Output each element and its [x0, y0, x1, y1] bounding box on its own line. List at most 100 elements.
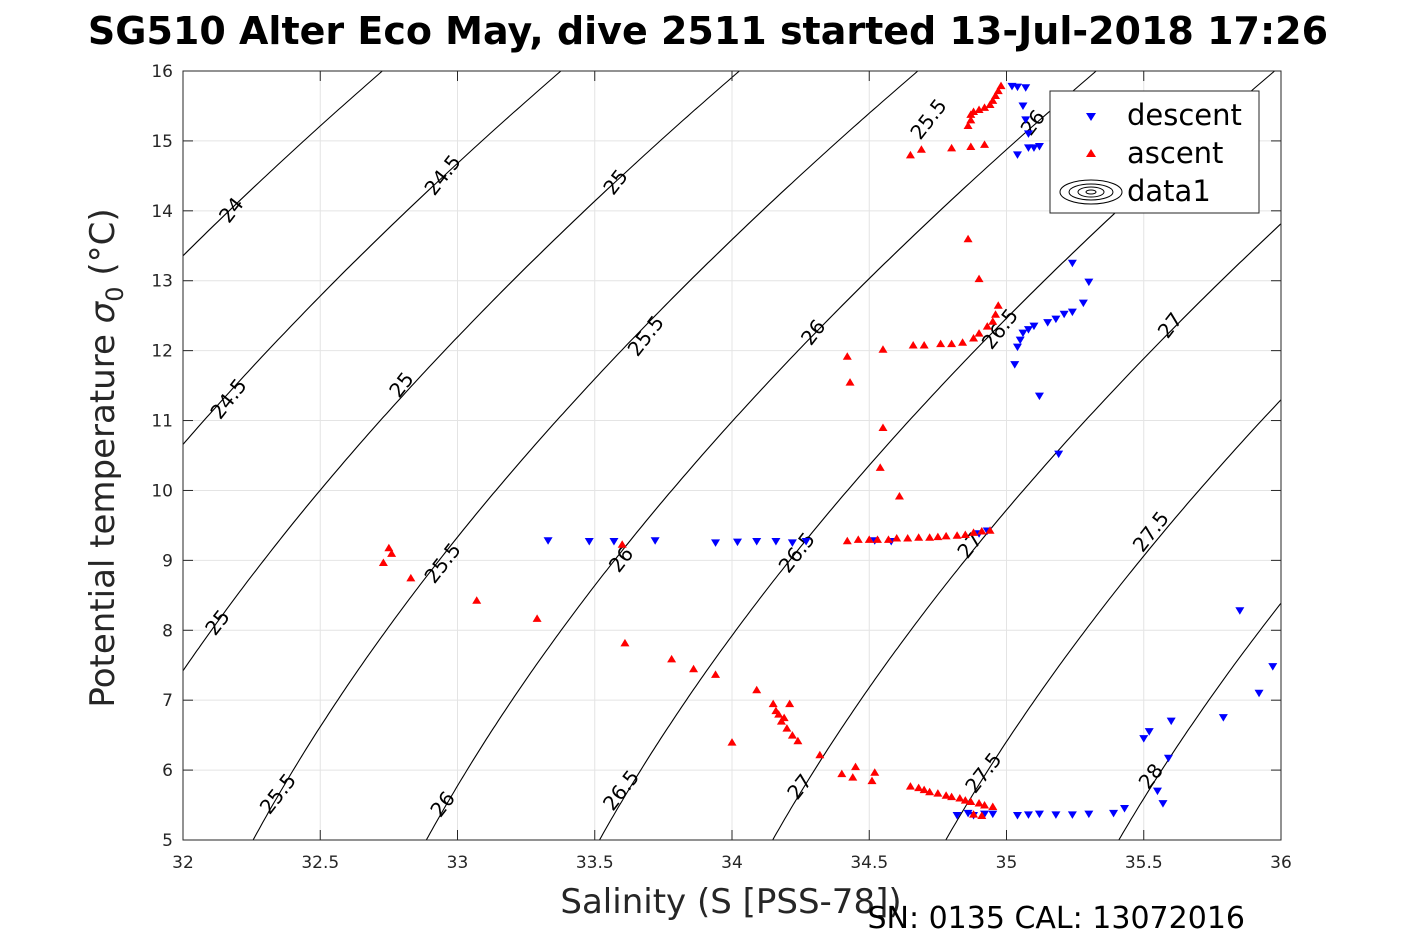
- descent-point: [1166, 717, 1176, 726]
- descent-point: [543, 537, 553, 545]
- ascent-point: [993, 301, 1003, 309]
- ascent-point: [785, 699, 795, 708]
- ascent-point: [793, 736, 803, 745]
- x-tick-label: 34.5: [850, 853, 888, 873]
- contour-label: 24.5: [205, 374, 251, 424]
- ascent-point: [925, 787, 935, 796]
- descent-point: [1084, 278, 1094, 287]
- ascent-point: [933, 532, 943, 541]
- ascent-point: [985, 526, 995, 534]
- ascent-point: [925, 533, 935, 541]
- y-tick-label: 16: [151, 62, 173, 82]
- ascent-point: [985, 100, 995, 109]
- descent-point: [732, 538, 742, 547]
- descent-point: [1235, 607, 1245, 615]
- ascent-point: [903, 533, 913, 542]
- descent-point: [1012, 812, 1022, 820]
- isopycnal-24: [183, 71, 384, 257]
- ascent-point: [532, 614, 542, 622]
- descent-point: [1084, 810, 1094, 819]
- ascent-point: [960, 796, 970, 804]
- contour-label: 26.5: [774, 528, 820, 578]
- ascent-point: [842, 352, 852, 360]
- ascent-point: [969, 528, 979, 536]
- y-tick-label: 8: [162, 621, 173, 641]
- contour-label: 26: [425, 787, 460, 822]
- y-axis-label: Potential temperature σ0 (°C): [83, 208, 129, 707]
- y-axis-label-main: Potential temperature: [83, 323, 123, 707]
- descent-point: [1023, 326, 1033, 334]
- ascent-point: [988, 802, 998, 810]
- y-tick-label: 11: [151, 412, 173, 432]
- ascent-point: [905, 782, 915, 790]
- ascent-point: [779, 713, 789, 722]
- ascent-point: [980, 140, 990, 148]
- isopycnal-25-5: [252, 71, 919, 840]
- x-tick-label: 35.5: [1125, 853, 1163, 873]
- ascent-point: [905, 150, 915, 159]
- contour-label: 27.5: [1128, 507, 1174, 557]
- descent-point: [1015, 336, 1025, 345]
- descent-point: [1034, 392, 1044, 401]
- ascent-point: [980, 103, 990, 111]
- descent-point: [1051, 315, 1061, 324]
- y-axis-label-unit: (°C): [83, 208, 123, 286]
- ascent-point: [617, 540, 627, 548]
- contour-label: 25: [598, 165, 633, 200]
- ascent-point: [982, 322, 992, 330]
- ascent-point: [689, 664, 699, 673]
- contour-label: 25.5: [419, 538, 465, 588]
- ascent-point: [974, 329, 984, 337]
- legend-descent-marker: [1086, 113, 1096, 121]
- legend-descent-label: descent: [1127, 98, 1242, 132]
- ascent-point: [787, 731, 797, 739]
- contour-label: 25.5: [255, 769, 301, 819]
- descent-point: [1254, 689, 1264, 698]
- descent-point: [1023, 130, 1033, 138]
- chart-title: SG510 Alter Eco May, dive 2511 started 1…: [88, 9, 1328, 53]
- y-tick-label: 15: [151, 132, 173, 152]
- ascent-point: [974, 105, 984, 113]
- legend-ascent-marker: [1086, 149, 1096, 157]
- isopycnal-24-5: [183, 71, 562, 446]
- x-tick-label: 32: [172, 853, 194, 873]
- descent-point: [1010, 361, 1020, 369]
- descent-point: [1018, 329, 1028, 338]
- legend-data1-label: data1: [1127, 174, 1211, 208]
- ascent-point: [878, 345, 888, 353]
- descent-point: [1034, 810, 1044, 819]
- ascent-point: [892, 533, 902, 542]
- x-tick-label: 32.5: [301, 853, 339, 873]
- descent-point: [1144, 728, 1154, 736]
- ascent-point: [936, 339, 946, 348]
- ascent-point: [752, 685, 762, 694]
- ascent-point: [883, 535, 893, 543]
- y-tick-label: 9: [162, 551, 173, 571]
- descent-point: [787, 539, 797, 547]
- descent-point: [1012, 343, 1022, 352]
- descent-point: [584, 537, 594, 546]
- descent-point: [650, 537, 660, 545]
- descent-point: [1021, 116, 1031, 124]
- y-tick-labels: 5 6 7 8 9 10 11 12 13 14 15 16: [151, 62, 173, 851]
- ascent-point: [980, 801, 990, 809]
- ascent-point: [966, 797, 976, 806]
- descent-point: [1109, 809, 1119, 818]
- ascent-point: [993, 86, 1003, 95]
- ascent-point: [966, 115, 976, 124]
- ascent-point: [842, 536, 852, 545]
- axes: [182, 70, 1282, 841]
- ascent-point: [853, 535, 863, 543]
- descent-point: [1012, 151, 1022, 159]
- ascent-point: [974, 274, 984, 283]
- ascent-point: [941, 791, 951, 799]
- isopycnal-28: [1118, 602, 1281, 840]
- ascent-point: [941, 531, 951, 540]
- ascent-point: [996, 81, 1006, 90]
- ascent-point: [952, 531, 962, 539]
- ascent-point: [894, 492, 904, 500]
- descent-point: [1029, 144, 1039, 152]
- ascent-point: [872, 535, 882, 543]
- descent-point: [1078, 299, 1088, 308]
